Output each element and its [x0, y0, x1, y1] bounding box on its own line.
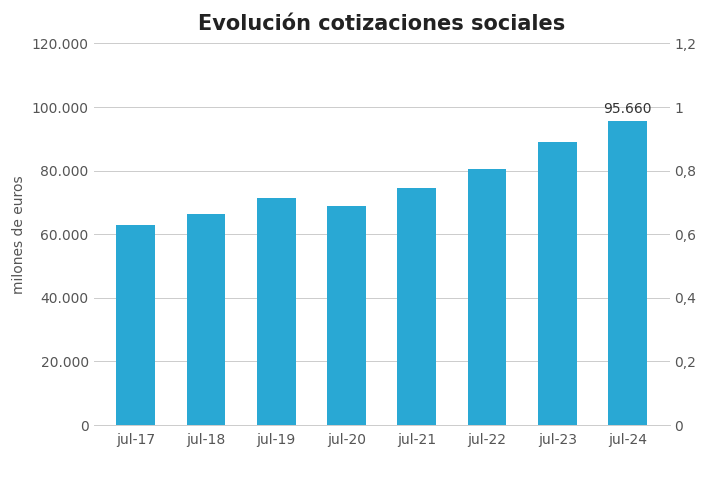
- Bar: [186, 213, 225, 425]
- Bar: [608, 121, 647, 425]
- Bar: [538, 142, 577, 425]
- Bar: [117, 225, 155, 425]
- Bar: [327, 206, 366, 425]
- Y-axis label: milones de euros: milones de euros: [12, 175, 26, 294]
- Title: Evolución cotizaciones sociales: Evolución cotizaciones sociales: [198, 14, 565, 34]
- Bar: [468, 169, 506, 425]
- Bar: [257, 198, 295, 425]
- Text: 95.660: 95.660: [603, 102, 652, 116]
- Bar: [397, 188, 436, 425]
